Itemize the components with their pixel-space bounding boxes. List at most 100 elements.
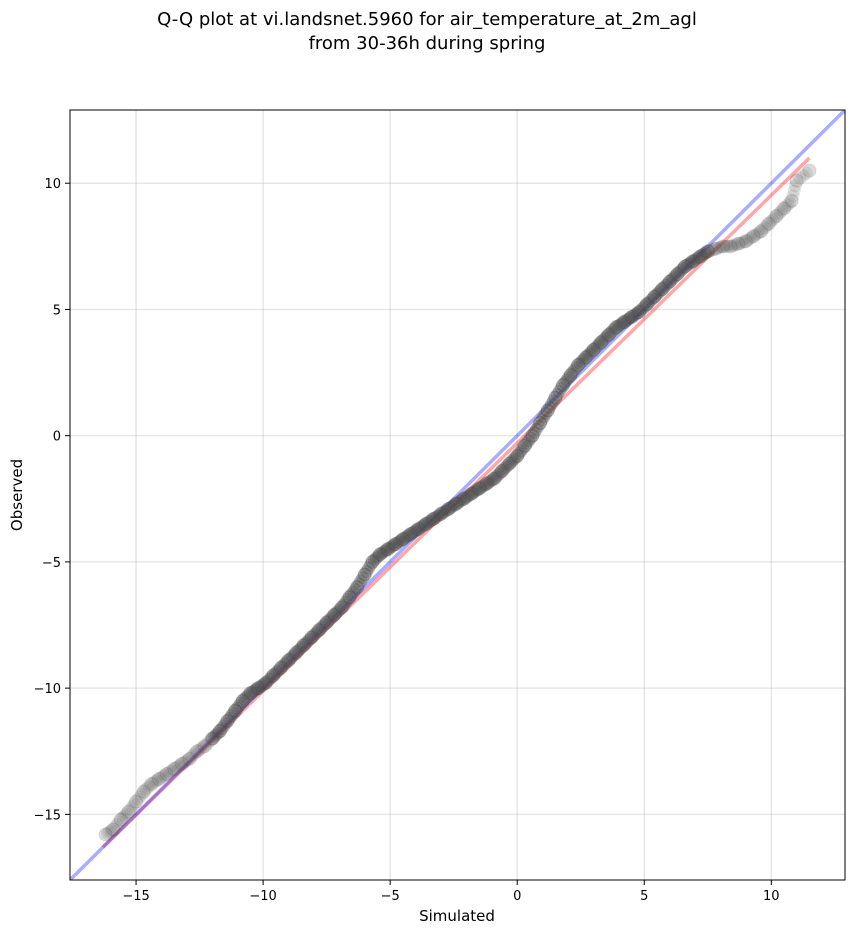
quantile-point (445, 499, 459, 513)
quantile-point (665, 273, 679, 287)
quantile-point (577, 352, 591, 366)
quantile-point (384, 540, 398, 554)
quantile-point (186, 748, 200, 762)
quantile-point (201, 735, 215, 749)
quantile-point (796, 169, 810, 183)
quantile-point (651, 286, 665, 300)
quantile-point (339, 595, 353, 609)
quantile-point (285, 650, 299, 664)
quantile-point (247, 684, 261, 698)
quantile-point (418, 517, 433, 532)
identity-line (70, 110, 845, 880)
quantile-point (586, 342, 601, 357)
quantile-point (131, 792, 145, 806)
quantile-point (455, 493, 469, 507)
quantile-point (165, 763, 179, 777)
quantile-point (573, 356, 587, 370)
quantile-point (758, 220, 772, 234)
quantile-point (613, 318, 627, 332)
quantile-point (693, 249, 708, 264)
quantile-point (211, 726, 225, 740)
quantile-point (352, 577, 366, 591)
quantile-point (767, 211, 781, 225)
quantile-point (224, 709, 238, 723)
quantile-point (249, 682, 263, 696)
quantile-point (100, 826, 114, 840)
quantile-point (743, 232, 757, 246)
quantile-point (699, 246, 713, 260)
quantile-point (350, 580, 365, 595)
quantile-point (209, 728, 223, 742)
quantile-point (527, 426, 541, 440)
axis-ticks: −15 −10 −5 0 5 10 −15 −10 −5 0 5 10 (34, 177, 780, 904)
quantile-point (273, 660, 288, 675)
quantile-point (428, 511, 442, 525)
quantile-point (741, 233, 755, 247)
quantile-point (190, 744, 205, 759)
quantile-point (672, 265, 686, 279)
quantile-point (118, 809, 132, 823)
quantile-point (301, 634, 315, 648)
quantile-point (712, 241, 726, 255)
quantile-point (215, 722, 229, 736)
quantile-point (337, 598, 351, 612)
quantile-point (102, 825, 116, 839)
fit-line (101, 156, 811, 849)
y-tick-label: 0 (53, 430, 61, 445)
quantile-point (159, 766, 174, 781)
quantile-point (255, 679, 269, 693)
quantile-point (108, 820, 122, 834)
quantile-point (110, 817, 124, 831)
quantile-point (200, 737, 214, 751)
quantile-point (268, 667, 282, 681)
quantile-point (623, 311, 637, 325)
quantile-point (322, 614, 336, 628)
quantile-point (456, 491, 471, 506)
quantile-point (662, 274, 677, 289)
quantile-point (596, 333, 610, 347)
quantile-point (323, 612, 337, 626)
quantile-point (735, 236, 749, 250)
quantile-point (575, 354, 589, 368)
quantile-point (554, 381, 568, 395)
quantile-point (775, 203, 789, 217)
quantile-point (540, 403, 555, 418)
quantile-point (375, 546, 389, 560)
quantile-point (777, 201, 792, 216)
quantile-point (499, 460, 513, 474)
quantile-point (243, 686, 258, 701)
quantile-points (98, 163, 817, 842)
quantile-point (604, 326, 618, 340)
quantile-point (314, 621, 328, 635)
quantile-point (504, 455, 518, 469)
quantile-point (242, 688, 256, 702)
quantile-point (312, 623, 327, 638)
quantile-point (771, 207, 785, 221)
quantile-point (127, 797, 141, 811)
quantile-point (283, 651, 297, 665)
quantile-point (106, 822, 121, 837)
quantile-point (438, 504, 452, 518)
quantile-point (306, 629, 320, 643)
quantile-point (621, 313, 635, 327)
quantile-point (716, 239, 731, 254)
quantile-point (392, 535, 406, 549)
quantile-point (205, 731, 220, 746)
quantile-point (535, 413, 549, 427)
quantile-point (379, 544, 393, 558)
quantile-point (417, 518, 431, 532)
chart-title: Q-Q plot at vi.landsnet.5960 for air_tem… (0, 8, 854, 56)
quantile-point (136, 784, 151, 799)
quantile-point (144, 777, 159, 792)
quantile-point (543, 400, 557, 414)
quantile-point (710, 241, 724, 255)
quantile-point (659, 278, 673, 292)
quantile-point (485, 473, 499, 487)
quantile-point (327, 607, 342, 622)
quantile-point (173, 758, 187, 772)
quantile-point (676, 261, 690, 275)
quantile-point (726, 239, 740, 253)
quantile-point (723, 239, 738, 254)
quantile-point (394, 533, 408, 547)
quantile-point (647, 289, 662, 304)
